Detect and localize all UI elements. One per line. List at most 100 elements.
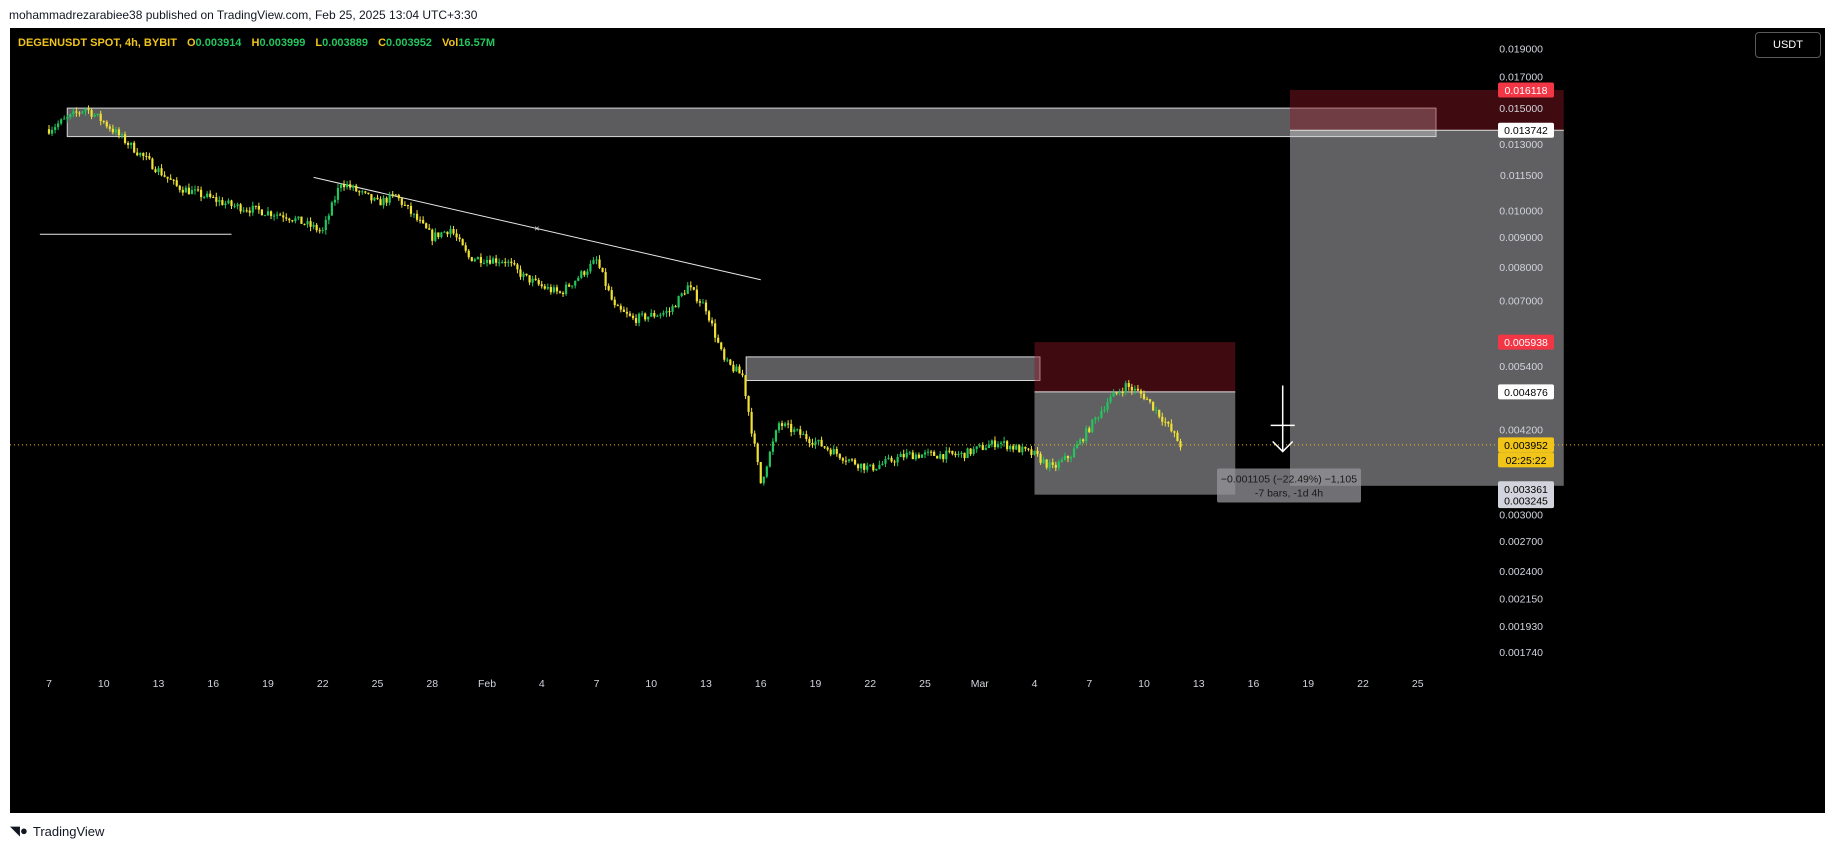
candle-body: [260, 209, 264, 216]
candle-body: [53, 127, 57, 130]
candle-body: [312, 224, 315, 227]
candle-body: [215, 197, 218, 202]
price-badge-bg: [1498, 384, 1554, 400]
candle-body: [482, 262, 486, 264]
candle-body: [142, 152, 145, 157]
candle-body: [1145, 398, 1149, 400]
candle-body: [157, 168, 160, 173]
candle-body: [461, 239, 464, 246]
price-badge-text: 0.003245: [1504, 496, 1548, 508]
candle-body: [768, 451, 771, 467]
candle-body: [811, 442, 814, 445]
x-tick-label: 28: [426, 678, 438, 690]
candle-body: [534, 278, 537, 280]
price-badge-bg: [1498, 493, 1554, 509]
currency-button[interactable]: USDT: [1755, 32, 1821, 58]
candle-body: [175, 180, 178, 186]
y-tick-label: 0.010000: [1499, 205, 1543, 217]
candle-body: [154, 169, 157, 173]
chart-area[interactable]: × −0.001105 (−22.49%) −1,105 -7 bars, -1d …: [10, 28, 1825, 813]
candle-body: [1063, 456, 1067, 460]
candle-body: [723, 349, 726, 360]
candle-body: [1148, 399, 1152, 402]
candle-body: [844, 460, 848, 462]
candle-body: [1042, 459, 1045, 463]
candle-body: [218, 200, 221, 202]
candle-body: [1009, 445, 1012, 450]
candle-body: [1097, 417, 1100, 419]
candle-body: [516, 264, 519, 270]
x-tick-label: 19: [810, 678, 822, 690]
candle-body: [720, 342, 723, 350]
y-tick-label: 0.005400: [1499, 361, 1543, 373]
candle-body: [172, 179, 175, 181]
tradingview-logo-icon: ◥●: [10, 823, 28, 838]
price-badge-text: 0.003361: [1504, 484, 1548, 496]
candle-body: [1130, 386, 1133, 391]
candle-body: [230, 200, 233, 206]
price-badge-text: 0.003952: [1504, 440, 1548, 452]
candle-body: [96, 113, 99, 115]
candle-body: [1051, 462, 1054, 465]
y-tick-label: 0.007000: [1499, 296, 1543, 308]
legend-symbol[interactable]: DEGENUSDT SPOT, 4h, BYBIT: [18, 37, 177, 49]
candle-body: [613, 299, 616, 306]
candle-body: [1085, 428, 1088, 442]
candle-body: [446, 231, 449, 235]
candle-body: [653, 312, 656, 317]
candle-body: [99, 113, 102, 122]
measure-line-2: -7 bars, -1d 4h: [1255, 487, 1323, 499]
y-tick-label: 0.001740: [1499, 647, 1543, 659]
candle-body: [814, 441, 817, 445]
candle-body: [929, 451, 933, 453]
candle-body: [835, 449, 838, 454]
price-badge-text: 0.004876: [1504, 387, 1548, 399]
candle-body: [345, 184, 349, 188]
candle-body: [507, 261, 510, 263]
candle-body: [81, 111, 84, 113]
y-tick-label: 0.011500: [1500, 170, 1543, 182]
candle-body: [406, 204, 410, 206]
candle-body: [87, 108, 90, 110]
candle-body: [1048, 462, 1051, 468]
candle-body: [166, 176, 169, 179]
candle-body: [729, 359, 732, 365]
candle-body: [1127, 383, 1130, 387]
candle-body: [698, 301, 702, 303]
candle-body: [549, 287, 552, 293]
candle-body: [120, 134, 124, 136]
candle-body: [1173, 431, 1176, 433]
candle-body: [352, 185, 355, 188]
brand-name: TradingView: [32, 823, 105, 839]
candle-body: [695, 289, 698, 302]
tradingview-brand[interactable]: ◥● TradingView: [10, 823, 104, 839]
candle-body: [473, 259, 476, 262]
candle-body: [190, 190, 194, 195]
chart-svg[interactable]: × −0.001105 (−22.49%) −1,105 -7 bars, -1d …: [10, 28, 1825, 813]
candle-body: [163, 175, 166, 177]
candle-body: [279, 214, 282, 216]
candle-body: [860, 463, 863, 469]
candle-body: [1112, 392, 1115, 397]
x-tick-label: 13: [153, 678, 165, 690]
x-tick-label: 7: [594, 678, 600, 690]
candle-body: [221, 200, 224, 205]
x-tick-label: 22: [1357, 678, 1369, 690]
candle-body: [449, 229, 452, 235]
x-tick-label: 4: [539, 678, 545, 690]
candle-body: [899, 453, 902, 457]
candle-body: [558, 291, 562, 293]
x-tick-label: 22: [317, 678, 329, 690]
candle-body: [1121, 392, 1124, 394]
candle-body: [376, 197, 379, 200]
candle-body: [525, 273, 528, 276]
candle-body: [437, 232, 440, 238]
candle-body: [552, 287, 556, 293]
candle-body: [990, 440, 994, 445]
candle-body: [367, 192, 370, 195]
candle-body: [203, 196, 206, 198]
candle-body: [917, 454, 921, 458]
candle-body: [987, 444, 990, 449]
candle-body: [1109, 396, 1112, 403]
candle-body: [193, 189, 197, 191]
